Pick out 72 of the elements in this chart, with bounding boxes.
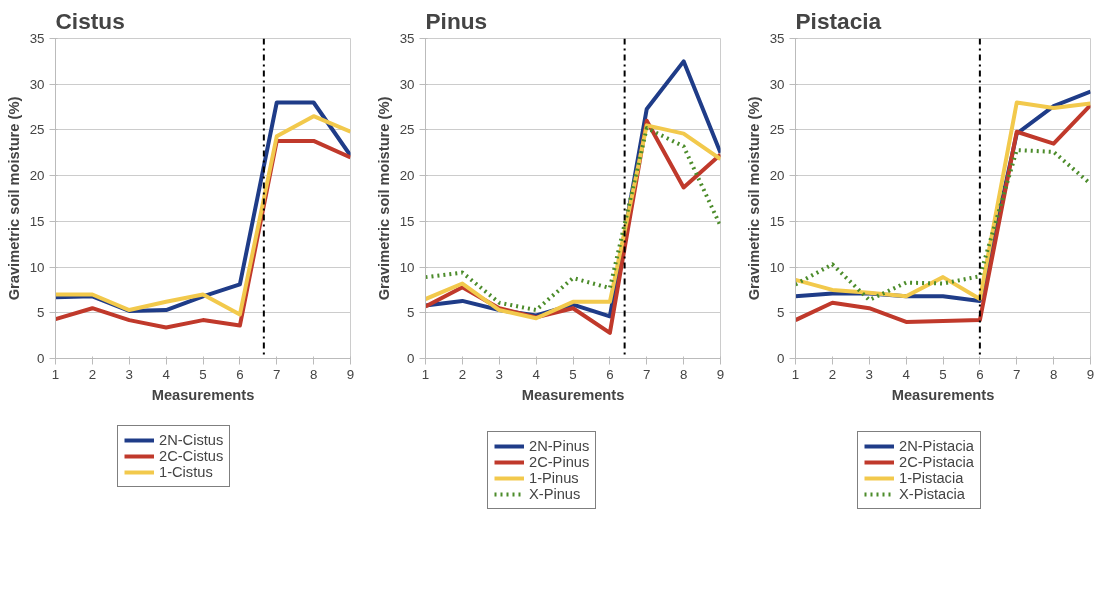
line-series [795,148,1091,302]
y-tick-label: 5 [37,305,45,321]
x-tick-label: 8 [1049,366,1058,382]
x-tick-label: 5 [199,366,207,382]
y-tick-label: 25 [769,122,785,138]
y-axis-title: Gravimetric soil moisture (%) [5,96,22,301]
x-tick-label: 7 [1013,366,1021,382]
x-axis-title: Measurements [521,386,625,403]
y-tick-label: 15 [399,213,415,229]
x-tick-label: 3 [125,366,133,382]
x-tick-label: 9 [1086,366,1095,382]
x-tick-label: 9 [716,366,725,382]
x-tick-label: 3 [865,366,873,382]
legend-label: 2C-Pinus [529,454,590,470]
x-tick-label: 2 [828,366,837,382]
y-tick-label: 35 [399,31,415,46]
y-tick-label: 30 [399,76,415,92]
x-axis-title: Measurements [891,386,995,403]
y-tick-label: 10 [29,259,45,275]
y-tick-label: 30 [769,76,785,92]
x-tick-label: 2 [88,366,97,382]
y-axis-title: Gravimetric soil moisture (%) [745,96,762,301]
legend-label: 1-Cistus [159,464,213,480]
x-tick-label: 8 [679,366,688,382]
x-tick-label: 1 [791,366,800,382]
legend-label: 1-Pistacia [899,470,964,486]
x-tick-label: 6 [236,366,244,382]
x-axis-title: Measurements [151,386,255,403]
x-tick-label: 5 [569,366,577,382]
legend-label: 2N-Cistus [159,432,224,448]
y-tick-label: 20 [399,168,415,184]
legend-label: X-Pinus [529,486,581,502]
y-tick-label: 35 [29,31,45,46]
y-tick-label: 0 [777,351,785,366]
legend-label: 2N-Pinus [529,438,590,454]
x-tick-label: 3 [495,366,503,382]
y-tick-label: 20 [769,168,785,184]
y-tick-label: 25 [399,122,415,138]
y-tick-label: 0 [37,351,45,366]
chart-title: Pistacia [795,7,882,34]
x-tick-label: 4 [532,366,541,382]
y-tick-label: 35 [769,31,785,46]
legend-label: 2C-Cistus [159,448,224,464]
x-tick-label: 7 [643,366,651,382]
y-tick-label: 20 [29,168,45,184]
x-tick-label: 6 [976,366,984,382]
y-tick-label: 5 [407,305,415,321]
x-tick-label: 7 [273,366,281,382]
y-tick-label: 15 [769,213,785,229]
chart-title: Pinus [425,7,488,34]
x-tick-label: 4 [162,366,171,382]
legend-label: 2C-Pistacia [899,454,974,470]
y-tick-label: 5 [777,305,785,321]
y-tick-label: 10 [769,259,785,275]
x-tick-label: 8 [309,366,318,382]
x-tick-label: 4 [902,366,911,382]
y-tick-label: 10 [399,259,415,275]
y-tick-label: 0 [407,351,415,366]
y-axis-title: Gravimetric soil moisture (%) [375,96,392,301]
legend-label: 2N-Pistacia [899,438,974,454]
legend-label: X-Pistacia [899,486,965,502]
chart-title: Cistus [55,7,125,34]
x-tick-label: 1 [421,366,430,382]
x-tick-label: 9 [346,366,355,382]
x-tick-label: 2 [458,366,467,382]
x-tick-label: 5 [939,366,947,382]
legend-label: 1-Pinus [529,470,579,486]
x-tick-label: 6 [606,366,614,382]
x-tick-label: 1 [51,366,60,382]
y-tick-label: 25 [29,122,45,138]
y-tick-label: 30 [29,76,45,92]
y-tick-label: 15 [29,213,45,229]
